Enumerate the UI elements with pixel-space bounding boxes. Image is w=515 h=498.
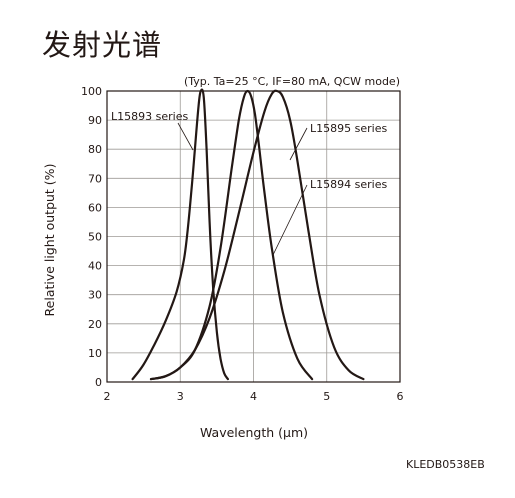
y-tick-labels: 0 10 20 30 40 50 60 70 80 90 100 [81,85,102,389]
x-tick-label: 4 [250,390,257,403]
series-curve-l15894 [149,89,314,381]
leader-line-l15894 [272,184,308,256]
y-axis-label: Relative light output (%) [42,164,57,317]
y-tick-label: 30 [88,289,102,302]
y-tick-label: 100 [81,85,102,98]
series-curves [131,88,365,381]
series-label-l15895: L15895 series [310,122,387,135]
y-tick-label: 10 [88,347,102,360]
series-curve-l15895 [149,89,365,381]
y-tick-label: 70 [88,172,102,185]
x-tick-label: 2 [104,390,111,403]
plot-frame [106,90,401,383]
x-axis-label: Wavelength (µm) [200,425,308,440]
x-tick-labels: 2 3 4 5 6 [104,390,404,403]
x-tick-label: 5 [323,390,330,403]
y-tick-label: 0 [95,376,102,389]
grid-layer [107,91,400,382]
y-tick-label: 80 [88,143,102,156]
x-tick-label: 3 [177,390,184,403]
page-title: 发射光谱 [42,28,163,62]
y-tick-label: 40 [88,260,102,273]
leader-line-l15893 [177,122,194,151]
y-tick-label: 50 [88,231,102,244]
series-curve-l15893 [131,88,229,381]
y-tick-label: 60 [88,201,102,214]
series-label-l15893: L15893 series [111,110,188,123]
y-tick-label: 20 [88,318,102,331]
series-leaders [177,122,308,256]
leader-line-l15895 [289,127,308,161]
x-tick-label: 6 [397,390,404,403]
series-label-l15894: L15894 series [310,178,387,191]
y-tick-label: 90 [88,114,102,127]
document-code: KLEDB0538EB [406,458,485,471]
chart-conditions: (Typ. Ta=25 °C, IF=80 mA, QCW mode) [184,75,400,88]
